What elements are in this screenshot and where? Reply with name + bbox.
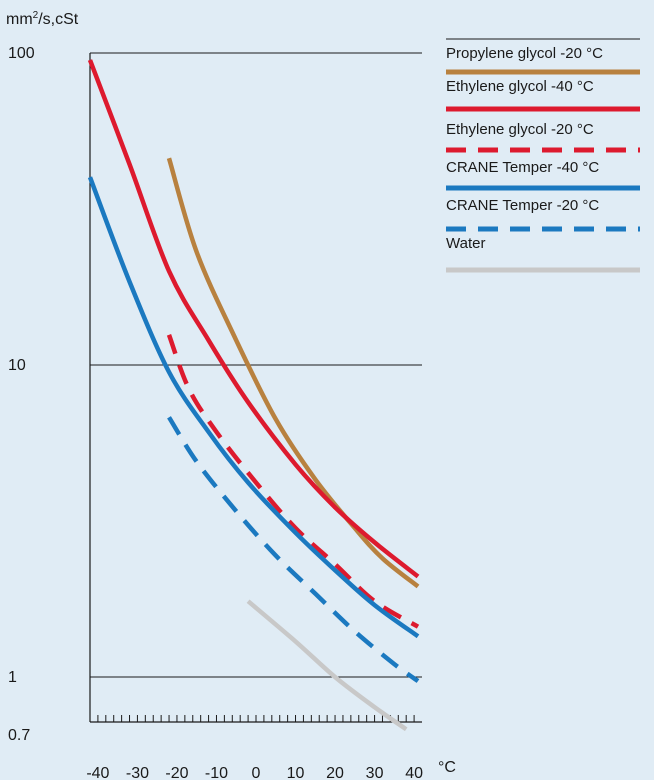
series-line-crane-temper-20 xyxy=(167,416,420,683)
y-tick-label: 1 xyxy=(8,669,17,686)
x-tick-labels: -40 -30 -20 -10 0 10 20 30 40 xyxy=(86,765,423,780)
legend-label-propylene-glycol-20: Propylene glycol -20 °C xyxy=(446,45,603,62)
x-tick-label: -10 xyxy=(205,765,228,780)
x-tick-label: 20 xyxy=(326,765,344,780)
legend: Propylene glycol -20 °C Ethylene glycol -… xyxy=(446,38,640,273)
x-tick-label: 10 xyxy=(287,765,305,780)
legend-label-crane-temper-40: CRANE Temper -40 °C xyxy=(446,159,599,176)
legend-label-ethylene-glycol-20: Ethylene glycol -20 °C xyxy=(446,121,594,138)
x-axis-unit-label: °C xyxy=(438,759,456,776)
series-lines xyxy=(87,59,420,732)
legend-label-ethylene-glycol-40: Ethylene glycol -40 °C xyxy=(446,78,594,95)
x-ticks xyxy=(97,715,415,722)
legend-label-water: Water xyxy=(446,235,485,252)
axes xyxy=(89,53,422,723)
series-line-ethylene-glycol-40 xyxy=(87,59,420,579)
x-tick-label: 0 xyxy=(252,765,261,780)
x-tick-label: -20 xyxy=(165,765,188,780)
x-tick-label: 40 xyxy=(405,765,423,780)
series-line-ethylene-glycol-20 xyxy=(166,334,420,629)
y-tick-label: 100 xyxy=(8,45,35,62)
y-axis-label: mm2/s,cSt xyxy=(6,10,79,28)
series-line-propylene-glycol-20 xyxy=(166,157,420,589)
x-tick-label: 30 xyxy=(366,765,384,780)
y-tick-label: 0.7 xyxy=(8,727,30,744)
x-tick-label: -30 xyxy=(126,765,149,780)
gridlines xyxy=(90,52,422,678)
y-tick-labels: 100 10 1 0.7 xyxy=(8,45,35,744)
legend-label-crane-temper-20: CRANE Temper -20 °C xyxy=(446,197,599,214)
y-tick-label: 10 xyxy=(8,357,26,374)
x-tick-label: -40 xyxy=(86,765,109,780)
series-line-crane-temper-40 xyxy=(87,176,420,639)
series-line-water xyxy=(246,599,408,732)
